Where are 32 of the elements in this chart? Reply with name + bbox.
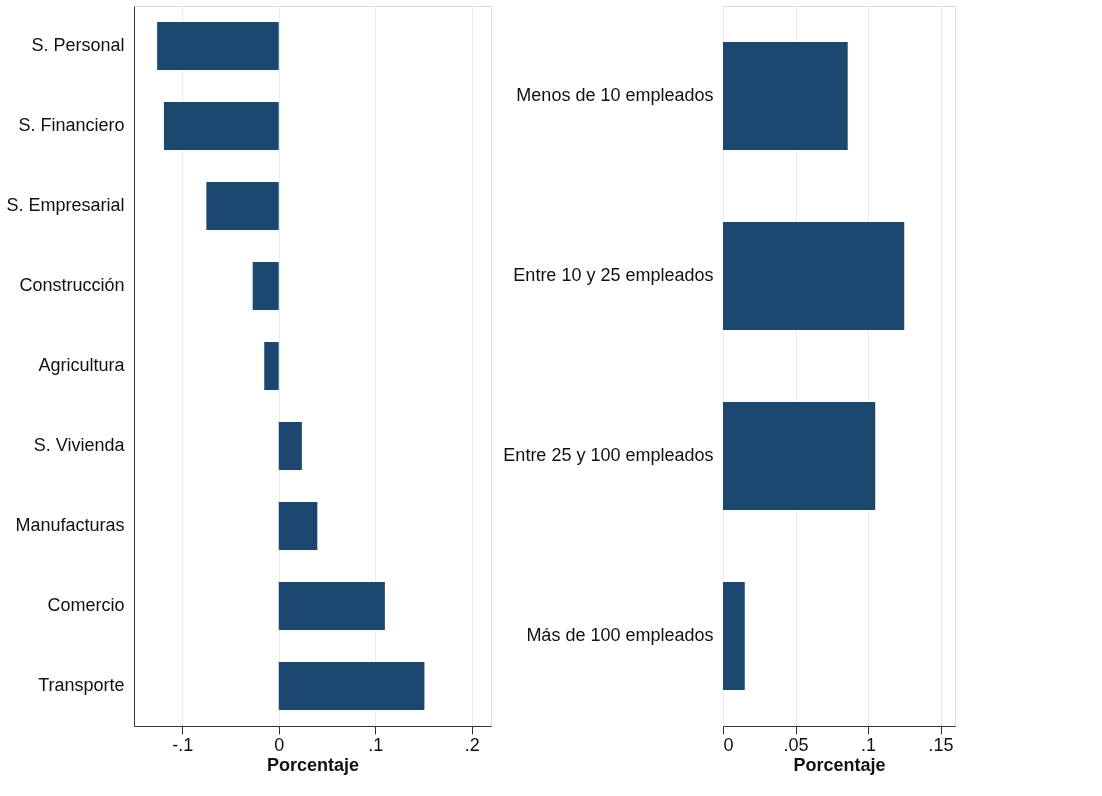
x-tick-label: .1: [860, 734, 877, 755]
x-axis-title: Porcentaje: [266, 754, 360, 775]
x-tick-label: 0: [723, 734, 734, 755]
y-tick-label: S. Personal: [31, 35, 125, 55]
bar: [157, 22, 279, 70]
y-tick-label: S. Financiero: [18, 115, 125, 135]
y-tick-label: S. Empresarial: [6, 195, 125, 215]
y-tick-label: Comercio: [47, 595, 125, 615]
bar: [278, 582, 385, 630]
y-tick-label: Agricultura: [38, 355, 126, 375]
y-tick-label: Entre 10 y 25 empleados: [513, 265, 714, 285]
x-tick-label: .05: [783, 734, 809, 755]
x-tick-label: 0: [274, 734, 285, 755]
bar: [252, 262, 279, 310]
y-tick-label: Entre 25 y 100 empleados: [503, 445, 714, 465]
bar: [264, 342, 279, 390]
x-tick-label: .2: [464, 734, 480, 755]
bar: [278, 422, 302, 470]
x-tick-label: -.1: [172, 734, 194, 755]
y-tick-label: S. Vivienda: [33, 435, 126, 455]
x-axis-title: Porcentaje: [793, 754, 886, 775]
y-tick-label: Manufacturas: [15, 515, 125, 535]
x-tick-label: .15: [928, 734, 954, 755]
bar: [163, 102, 279, 150]
bar: [206, 182, 279, 230]
y-tick-label: Transporte: [38, 675, 125, 695]
bar: [278, 662, 425, 710]
bar: [278, 502, 318, 550]
y-tick-label: Construcción: [19, 275, 125, 295]
x-tick-label: .1: [368, 734, 384, 755]
y-tick-label: Más de 100 empleados: [526, 625, 714, 645]
y-tick-label: Menos de 10 empleados: [516, 85, 714, 105]
